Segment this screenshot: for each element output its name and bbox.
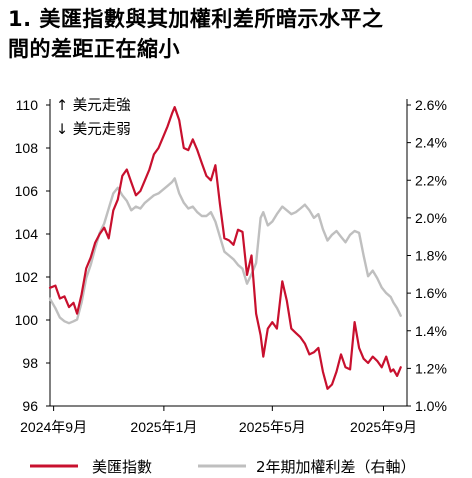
left-tick-label: 96 bbox=[22, 398, 38, 414]
x-tick-label: 2025年9月 bbox=[350, 419, 417, 435]
dxy-series-line bbox=[48, 106, 402, 390]
left-tick-label: 102 bbox=[15, 269, 39, 285]
left-tick-label: 108 bbox=[15, 140, 39, 156]
left-tick-label: 98 bbox=[22, 355, 38, 371]
right-tick-label: 2.6% bbox=[415, 97, 447, 113]
right-tick-label: 2.4% bbox=[415, 135, 447, 151]
left-tick-label: 104 bbox=[15, 226, 39, 242]
left-tick-label: 110 bbox=[16, 97, 39, 113]
x-tick-label: 2024年9月 bbox=[20, 419, 87, 435]
right-tick-label: 1.6% bbox=[415, 285, 447, 301]
x-tick-label: 2025年1月 bbox=[130, 419, 197, 435]
right-tick-label: 1.0% bbox=[415, 398, 447, 414]
chart-title-line-1: 1. 美匯指數與其加權利差所暗示水平之 bbox=[8, 7, 384, 31]
legend-label-spread: 2年期加權利差（右軸） bbox=[256, 458, 416, 476]
chart-legend: 美匯指數 2年期加權利差（右軸） bbox=[30, 458, 416, 476]
right-tick-label: 2.2% bbox=[415, 172, 447, 188]
legend-label-dxy: 美匯指數 bbox=[92, 458, 152, 476]
left-tick-label: 106 bbox=[15, 183, 39, 199]
right-tick-label: 1.8% bbox=[415, 248, 447, 264]
x-tick-label: 2025年5月 bbox=[239, 419, 306, 435]
chart-title: 1. 美匯指數與其加權利差所暗示水平之 間的差距正在縮小 bbox=[8, 4, 468, 64]
spread-series-line bbox=[48, 177, 402, 325]
chart-labels: 96 98 100 102 104 106 108 110 1.0% 1.2% 1.4% 1.6% 1.… bbox=[15, 97, 447, 435]
right-tick-label: 2.0% bbox=[415, 210, 447, 226]
annotation-usd-weak: ↓ 美元走弱 bbox=[56, 121, 131, 138]
chart-series bbox=[48, 106, 402, 390]
left-tick-label: 100 bbox=[15, 312, 39, 328]
annotation-usd-strong: ↑ 美元走強 bbox=[56, 97, 131, 114]
right-tick-label: 1.4% bbox=[415, 323, 447, 339]
chart-title-line-2: 間的差距正在縮小 bbox=[8, 37, 180, 61]
chart-axes bbox=[46, 99, 411, 411]
right-tick-label: 1.2% bbox=[415, 360, 447, 376]
